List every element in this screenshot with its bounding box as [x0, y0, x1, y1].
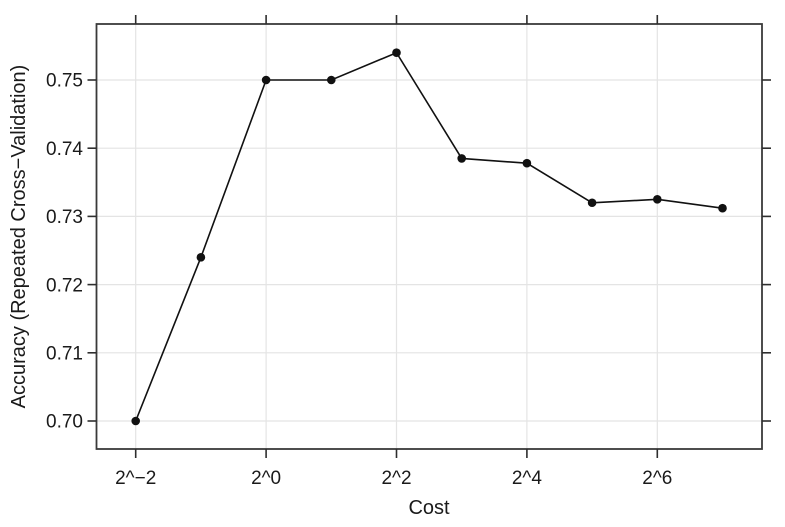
- plot-frame: [95, 23, 763, 450]
- data-point: [457, 154, 467, 163]
- data-point: [327, 75, 336, 85]
- label-layer: Cost Accuracy (Repeated Cross−Validation…: [8, 65, 450, 519]
- y-tick-label: 0.74: [46, 139, 83, 160]
- y-tick-label: 0.73: [46, 207, 83, 228]
- y-tick-label: 0.70: [46, 412, 83, 433]
- data-point: [587, 198, 597, 208]
- x-tick-label: 2^4: [512, 468, 542, 489]
- series-layer: [131, 48, 727, 426]
- data-point: [718, 203, 727, 213]
- grid-layer: [96, 24, 762, 449]
- x-axis-label: Cost: [408, 497, 450, 519]
- x-tick-label: 2^0: [251, 468, 281, 489]
- tick-layer: 2^−2 2^0 2^2 2^4 2^6 0.70 0.71 0.72 0.73 0.74 0.75: [46, 15, 771, 489]
- x-tick-label: 2^2: [381, 468, 411, 489]
- y-tick-label: 0.71: [46, 343, 83, 364]
- data-point: [653, 195, 662, 204]
- data-point: [392, 48, 401, 58]
- data-point: [522, 158, 532, 168]
- x-tick-label: 2^−2: [115, 468, 156, 489]
- data-point: [261, 75, 271, 85]
- data-point: [131, 416, 140, 426]
- y-axis-label: Accuracy (Repeated Cross−Validation): [8, 65, 30, 409]
- x-tick-label: 2^6: [642, 468, 672, 489]
- series-line: [134, 51, 723, 422]
- y-tick-label: 0.72: [46, 275, 83, 296]
- y-tick-label: 0.75: [46, 71, 83, 92]
- data-point: [196, 253, 206, 262]
